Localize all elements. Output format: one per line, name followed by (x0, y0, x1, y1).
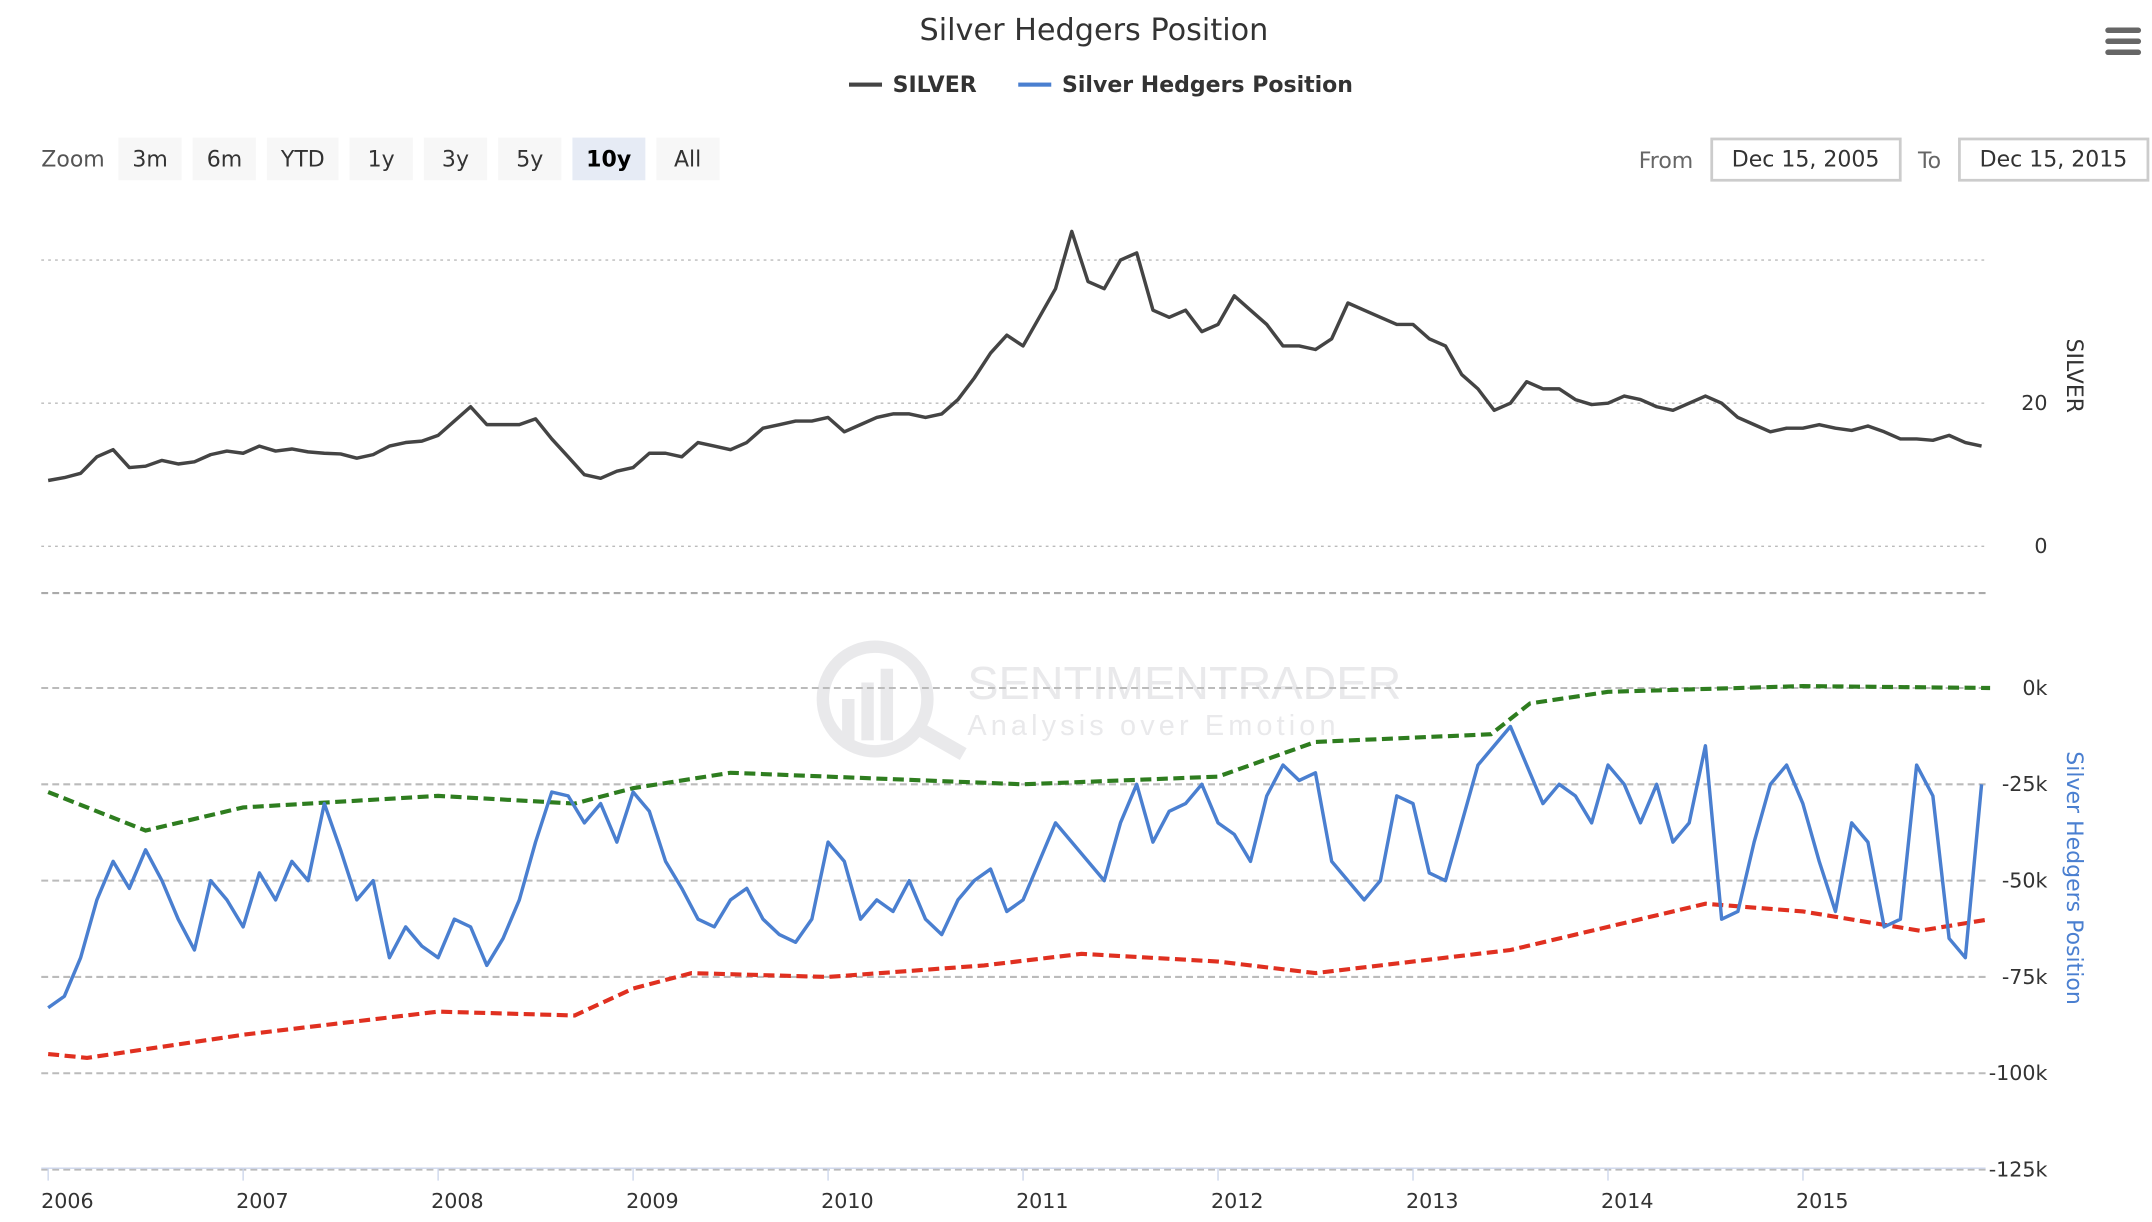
silver-axis-title: SILVER (2061, 338, 2086, 413)
from-label: From (1638, 146, 1694, 173)
zoom-all-button[interactable]: All (655, 137, 720, 181)
hedgers-axis-title: Silver Hedgers Position (2061, 751, 2086, 1004)
x-tick-label: 2006 (41, 1189, 94, 1213)
hedgers-y-tick: -25k (2002, 772, 2048, 796)
hedgers-position-line[interactable] (47, 724, 1984, 1010)
hedgers-y-tick: -125k (1989, 1157, 2048, 1181)
date-range: From Dec 15, 2005 To Dec 15, 2015 (1638, 137, 2150, 182)
legend-item-silver[interactable]: SILVER (848, 71, 977, 98)
hedgers-y-tick: 0k (2022, 676, 2047, 700)
zoom-selector: Zoom 3m 6m YTD 1y 3y 5y 10y All (41, 137, 720, 181)
x-tick-label: 2012 (1211, 1189, 1264, 1213)
zoom-1y-button[interactable]: 1y (349, 137, 413, 181)
x-tick-label: 2010 (821, 1189, 874, 1213)
chart-title: Silver Hedgers Position (919, 13, 1269, 49)
zoom-10y-button[interactable]: 10y (572, 137, 645, 181)
to-label: To (1917, 146, 1942, 173)
zoom-3m-button[interactable]: 3m (118, 137, 182, 181)
x-tick-label: 2008 (431, 1189, 484, 1213)
hamburger-menu-icon[interactable] (2105, 27, 2142, 61)
zoom-label: Zoom (41, 145, 105, 172)
legend-item-hedgers[interactable]: Silver Hedgers Position (1017, 71, 1353, 98)
zoom-3y-button[interactable]: 3y (423, 137, 488, 181)
x-tick-label: 2011 (1016, 1189, 1069, 1213)
zoom-ytd-button[interactable]: YTD (267, 137, 339, 181)
silver-y-tick: 20 (2021, 391, 2047, 415)
silver-y-tick: 0 (2034, 534, 2047, 558)
hedgers-y-tick: -75k (2002, 965, 2048, 989)
from-date-input[interactable]: Dec 15, 2005 (1709, 137, 1902, 182)
x-tick-label: 2007 (236, 1189, 289, 1213)
legend-label: SILVER (892, 71, 977, 98)
x-tick-label: 2009 (626, 1189, 679, 1213)
x-tick-label: 2013 (1406, 1189, 1459, 1213)
legend: SILVER Silver Hedgers Position (0, 72, 2152, 98)
to-date-input[interactable]: Dec 15, 2015 (1957, 137, 2150, 182)
watermark-brand: SENTIMENTRADER (967, 657, 1401, 709)
watermark-logo: SENTIMENTRADER Analysis over Emotion (816, 640, 1401, 761)
x-tick-label: 2015 (1796, 1189, 1849, 1213)
x-tick-label: 2014 (1601, 1189, 1653, 1213)
silver-price-line[interactable] (47, 229, 1982, 483)
legend-swatch (848, 82, 882, 87)
legend-label: Silver Hedgers Position (1062, 71, 1353, 98)
hedgers-y-tick: -100k (1989, 1061, 2048, 1085)
watermark-tagline: Analysis over Emotion (967, 710, 1339, 742)
zoom-6m-button[interactable]: 6m (192, 137, 257, 181)
hedgers-y-tick: -50k (2002, 869, 2048, 893)
lower-band-line (47, 901, 1991, 1060)
upper-band-line (47, 684, 1991, 833)
zoom-5y-button[interactable]: 5y (498, 137, 562, 181)
legend-swatch (1017, 82, 1052, 87)
